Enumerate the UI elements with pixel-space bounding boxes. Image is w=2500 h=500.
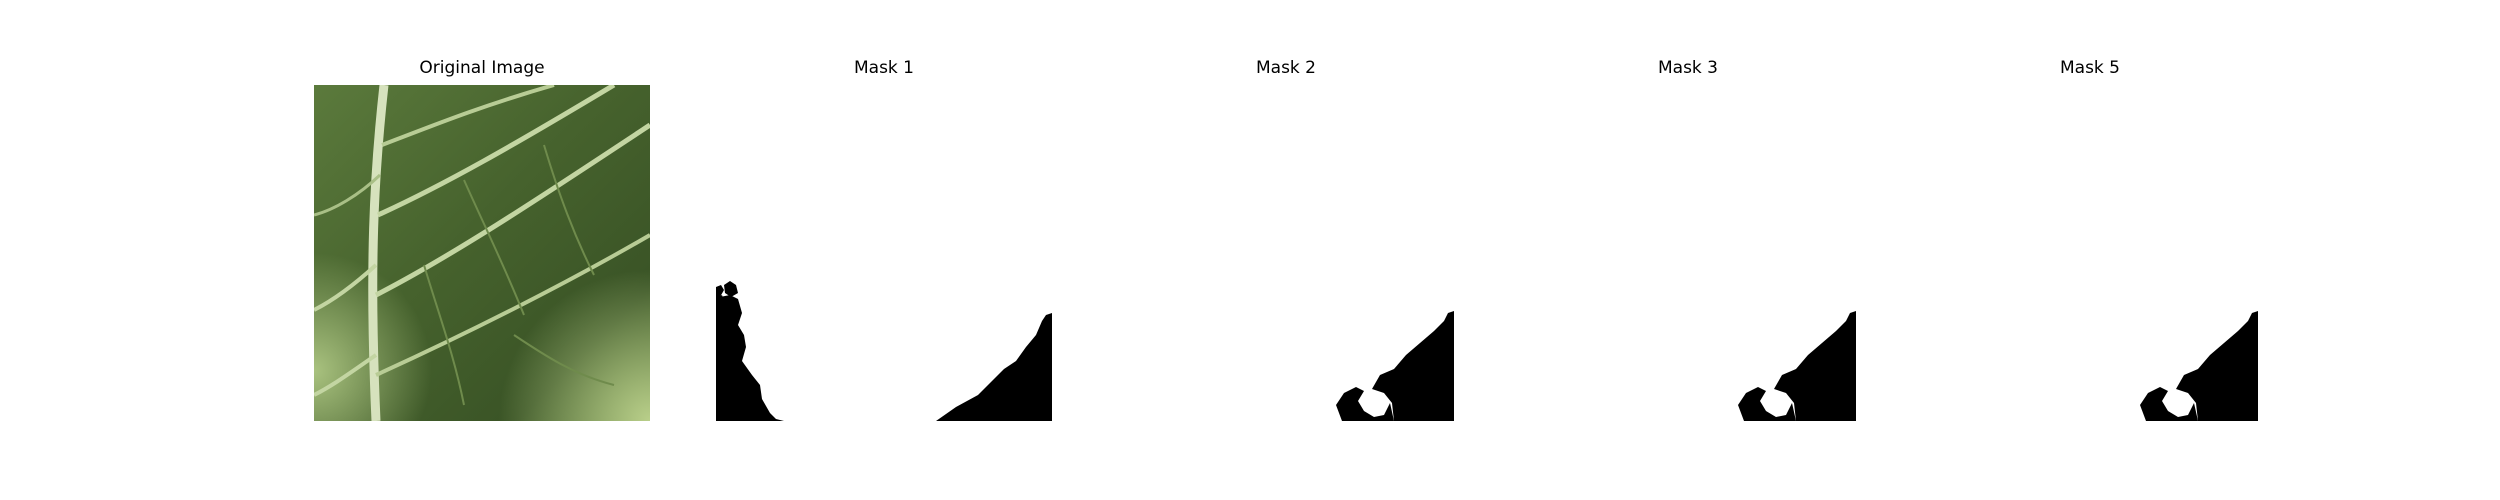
mask-2-shape <box>1118 85 1454 421</box>
mask-2-image <box>1118 85 1454 421</box>
mask-1-shape <box>716 85 1052 421</box>
mask-5-title: Mask 5 <box>2059 58 2120 78</box>
mask-3-title: Mask 3 <box>1657 58 1718 78</box>
mask-2-title: Mask 2 <box>1255 58 1316 78</box>
mask-2-panel: Mask 2 <box>1118 0 1454 500</box>
original-image <box>314 85 650 421</box>
original-image-title: Original Image <box>419 58 545 78</box>
mask-1-image <box>716 85 1052 421</box>
mask-1-title: Mask 1 <box>853 58 914 78</box>
mask-3-shape <box>1520 85 1856 421</box>
original-image-panel: Original Image <box>314 0 650 500</box>
leaf-photo <box>314 85 650 421</box>
mask-1-panel: Mask 1 <box>716 0 1052 500</box>
mask-5-shape <box>1922 85 2258 421</box>
mask-3-image <box>1520 85 1856 421</box>
mask-3-panel: Mask 3 <box>1520 0 1856 500</box>
mask-5-panel: Mask 5 <box>1922 0 2258 500</box>
mask-5-image <box>1922 85 2258 421</box>
